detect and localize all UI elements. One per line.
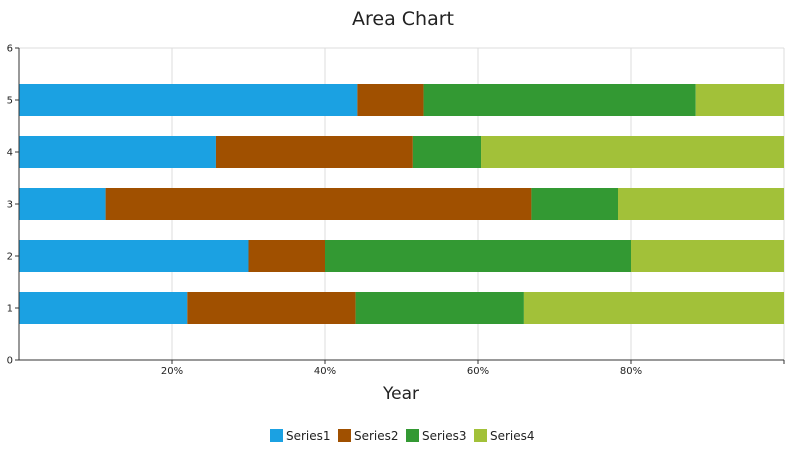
legend-item-series1: Series1 xyxy=(270,429,331,443)
axes: 0 1 2 3 4 5 6 20% 40% 60% 80% xyxy=(7,44,785,377)
legend-label: Series3 xyxy=(422,429,467,443)
legend-swatch xyxy=(338,429,351,442)
legend-label: Series2 xyxy=(354,429,399,443)
legend-swatch xyxy=(270,429,283,442)
bar-series3-category-1 xyxy=(355,292,524,324)
bar-series2-category-3 xyxy=(105,188,532,220)
legend-swatch xyxy=(474,429,487,442)
x-tick-label: 60% xyxy=(467,366,489,377)
y-tick-label: 3 xyxy=(7,200,13,211)
bar-series3-category-4 xyxy=(412,136,482,168)
legend-label: Series4 xyxy=(490,429,535,443)
bar-series2-category-2 xyxy=(248,240,325,272)
bar-series3-category-3 xyxy=(531,188,619,220)
y-tick-label: 4 xyxy=(7,148,13,159)
bar-series3-category-5 xyxy=(423,84,696,116)
bar-series1-category-2 xyxy=(19,240,249,272)
bar-series1-category-1 xyxy=(19,292,188,324)
bar-series4-category-5 xyxy=(695,84,784,116)
legend: Series1 Series2 Series3 Series4 xyxy=(270,429,535,443)
y-tick-label: 2 xyxy=(7,252,13,263)
x-tick-label: 80% xyxy=(620,366,642,377)
bar-series1-category-5 xyxy=(19,84,358,116)
bar-series1-category-4 xyxy=(19,136,216,168)
y-tick-label: 5 xyxy=(7,96,13,107)
bar-series4-category-1 xyxy=(523,292,784,324)
legend-label: Series1 xyxy=(286,429,331,443)
chart-title: Area Chart xyxy=(352,8,454,30)
bar-series2-category-1 xyxy=(187,292,356,324)
bar-series1-category-3 xyxy=(19,188,106,220)
bar-series2-category-5 xyxy=(357,84,424,116)
legend-swatch xyxy=(406,429,419,442)
bar-series4-category-3 xyxy=(618,188,784,220)
bar-series4-category-4 xyxy=(481,136,784,168)
bars xyxy=(19,84,784,324)
y-tick-label: 6 xyxy=(7,44,13,55)
x-tick-label: 20% xyxy=(161,366,183,377)
bar-series3-category-2 xyxy=(325,240,631,272)
legend-item-series4: Series4 xyxy=(474,429,535,443)
legend-item-series3: Series3 xyxy=(406,429,467,443)
y-tick-label: 1 xyxy=(7,304,13,315)
x-axis-title: Year xyxy=(382,384,419,404)
bar-series2-category-4 xyxy=(215,136,413,168)
y-tick-label: 0 xyxy=(7,356,13,367)
x-tick-label: 40% xyxy=(314,366,336,377)
bar-series4-category-2 xyxy=(631,240,784,272)
legend-item-series2: Series2 xyxy=(338,429,399,443)
